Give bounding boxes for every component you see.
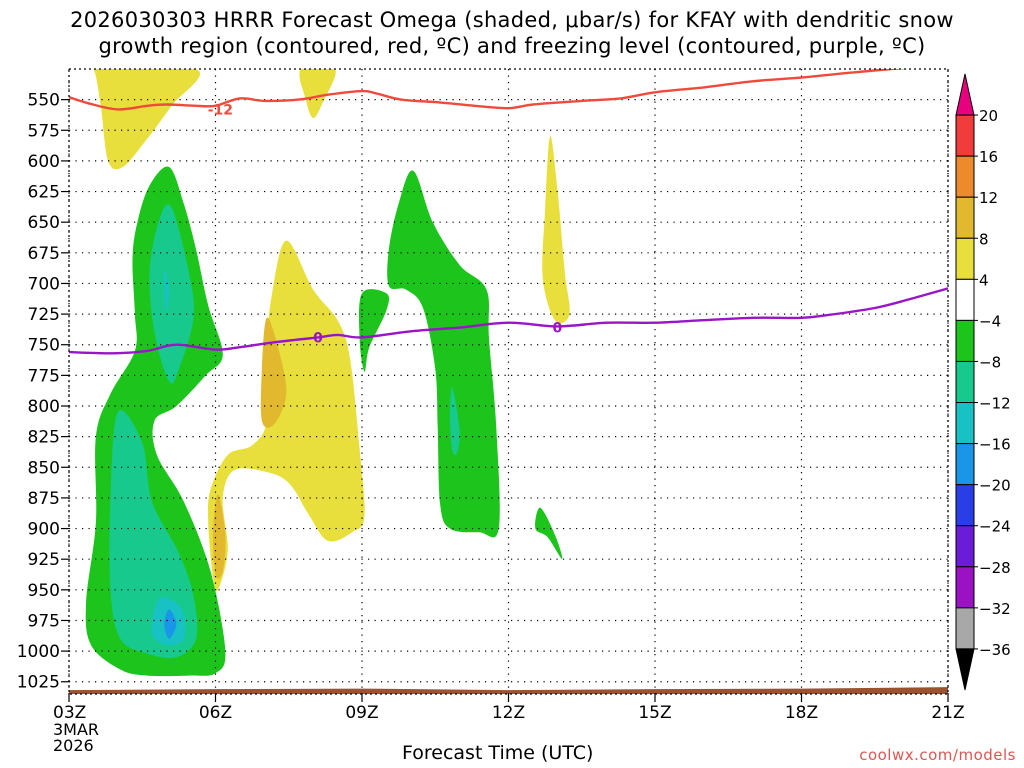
- omega-region-2: [542, 136, 570, 324]
- omega-region-5: [213, 494, 226, 579]
- colorbar-label: 16: [979, 148, 998, 166]
- omega-region-15: [535, 507, 563, 560]
- y-tick-label: 950: [28, 581, 60, 601]
- colorbar-bin: [955, 402, 975, 445]
- colorbar-label: 12: [979, 189, 998, 207]
- y-tick-label: 975: [28, 611, 60, 631]
- colorbar-label: 4: [979, 271, 989, 289]
- x-tick-label: 06Z: [199, 703, 232, 723]
- colorbar-bin: [955, 114, 975, 157]
- x-tick-sublabel: 3MAR: [53, 720, 99, 739]
- chart-title-line-1: 2026030303 HRRR Forecast Omega (shaded, …: [70, 8, 954, 32]
- y-tick-label: 600: [28, 152, 60, 172]
- colorbar-bin: [955, 237, 975, 280]
- colorbar-bin: [955, 525, 975, 568]
- plot-frame: [68, 68, 949, 695]
- colorbar-label: −28: [979, 559, 1011, 577]
- x-tick-label: 15Z: [638, 703, 671, 723]
- y-axis: 550 575 600 625 650 675 700 725 750 775 800 825 850 8…: [17, 91, 69, 693]
- credit-link[interactable]: coolwx.com/models: [859, 746, 1016, 764]
- colorbar-label: −32: [979, 600, 1011, 618]
- y-tick-label: 850: [28, 458, 60, 478]
- y-tick-label: 675: [28, 244, 60, 264]
- colorbar-label: 8: [979, 230, 989, 248]
- colorbar-label: 20: [979, 107, 998, 125]
- y-tick-label: 825: [28, 428, 60, 448]
- omega-region-1: [299, 69, 336, 119]
- colorbar-bin: [955, 443, 975, 486]
- omega-shading: [81, 69, 570, 677]
- colorbar-bin: [955, 484, 975, 527]
- ground-surface: [69, 687, 948, 694]
- x-axis-title: Forecast Time (UTC): [402, 742, 594, 764]
- colorbar-label: −16: [979, 436, 1011, 454]
- omega-region-4: [260, 317, 287, 428]
- omega-region-7: [149, 204, 194, 384]
- dgz-contour-label: -12: [208, 102, 233, 118]
- y-tick-label: 775: [28, 366, 60, 386]
- colorbar-label: −24: [979, 518, 1011, 536]
- colorbar-bin: [955, 278, 975, 321]
- omega-region-14: [449, 387, 460, 455]
- colorbar-bin: [955, 360, 975, 404]
- x-tick-label: 12Z: [492, 703, 525, 723]
- y-tick-label: 1025: [17, 673, 60, 693]
- colorbar-label: −36: [979, 641, 1011, 659]
- colorbar-bin: [955, 566, 975, 609]
- dendritic-growth-contour: [69, 69, 909, 111]
- y-tick-label: 1000: [17, 642, 60, 662]
- colorbar-label: −4: [979, 312, 1001, 330]
- omega-region-3: [207, 240, 365, 592]
- y-tick-label: 550: [28, 91, 60, 111]
- colorbar-bin: [955, 73, 975, 116]
- x-tick-label: 18Z: [785, 703, 818, 723]
- freezing-level-label: 0: [552, 321, 562, 337]
- colorbar-bin: [955, 648, 975, 691]
- freezing-level-contour: [69, 287, 948, 355]
- colorbar-bin: [955, 607, 975, 650]
- colorbar-bin: [955, 196, 975, 239]
- y-tick-label: 650: [28, 213, 60, 233]
- y-tick-label: 750: [28, 336, 60, 356]
- omega-region-12: [358, 289, 390, 372]
- omega-region-0: [81, 69, 200, 170]
- colorbar: 20 16 12 8 4 −4 −8 −12 −16 −20 −24 −28 −32 −36: [955, 73, 1011, 691]
- omega-region-9: [164, 270, 170, 311]
- freezing-level-label: 0: [313, 330, 323, 346]
- colorbar-label: −20: [979, 477, 1011, 495]
- gridlines: [68, 69, 949, 694]
- y-tick-label: 625: [28, 183, 60, 203]
- chart-title-line-2: growth region (contoured, red, ºC) and f…: [98, 34, 926, 58]
- colorbar-bin: [955, 319, 975, 362]
- y-tick-label: 725: [28, 305, 60, 325]
- y-tick-label: 800: [28, 397, 60, 417]
- omega-region-13: [387, 170, 500, 538]
- colorbar-label: −12: [979, 395, 1011, 413]
- x-tick-sublabel: 2026: [53, 736, 94, 755]
- y-tick-label: 575: [28, 121, 60, 141]
- y-tick-label: 925: [28, 550, 60, 570]
- y-tick-label: 700: [28, 274, 60, 294]
- colorbar-bin: [955, 155, 975, 198]
- colorbar-label: −8: [979, 353, 1001, 371]
- y-tick-label: 875: [28, 489, 60, 509]
- omega-region-11: [164, 609, 177, 639]
- x-tick-label: 03Z: [53, 703, 86, 723]
- x-tick-label: 21Z: [931, 703, 964, 723]
- omega-region-8: [109, 410, 198, 659]
- x-tick-label: 09Z: [345, 703, 378, 723]
- y-tick-label: 900: [28, 520, 60, 540]
